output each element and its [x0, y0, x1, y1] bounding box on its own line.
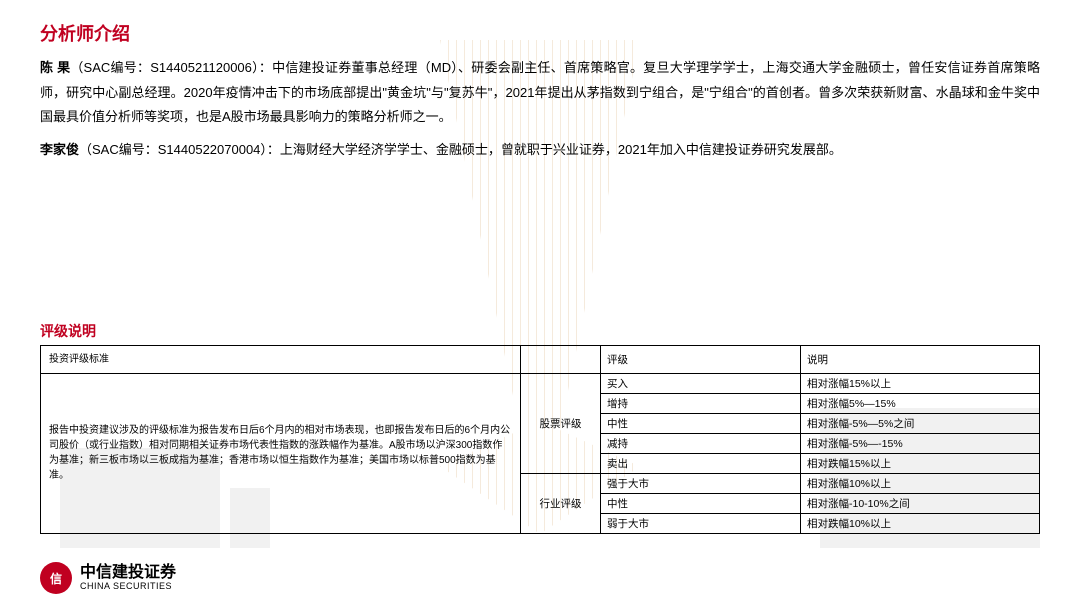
table-row: 报告中投资建议涉及的评级标准为报告发布日后6个月内的相对市场表现，也即报告发布日… — [41, 373, 1040, 393]
header-desc: 说明 — [801, 345, 1040, 373]
rating-level: 增持 — [601, 393, 801, 413]
rating-level: 中性 — [601, 413, 801, 433]
header-criteria: 投资评级标准 — [41, 345, 521, 373]
rating-desc: 相对涨幅-5%—5%之间 — [801, 413, 1040, 433]
analyst-text-2: （SAC编号：S1440522070004）：上海财经大学经济学学士、金融硕士，… — [79, 142, 842, 157]
rating-level: 强于大市 — [601, 473, 801, 493]
rating-level: 弱于大市 — [601, 513, 801, 533]
criteria-text: 报告中投资建议涉及的评级标准为报告发布日后6个月内的相对市场表现，也即报告发布日… — [41, 373, 521, 533]
rating-level: 中性 — [601, 493, 801, 513]
rating-desc: 相对涨幅-5%—-15% — [801, 433, 1040, 453]
rating-desc: 相对涨幅-10-10%之间 — [801, 493, 1040, 513]
rating-level: 减持 — [601, 433, 801, 453]
rating-table: 投资评级标准 评级 说明 报告中投资建议涉及的评级标准为报告发布日后6个月内的相… — [40, 345, 1040, 534]
analyst-bio-2: 李家俊（SAC编号：S1440522070004）：上海财经大学经济学学士、金融… — [40, 138, 1040, 163]
analyst-text-1: （SAC编号：S1440521120006）：中信建投证券董事总经理（MD）、研… — [40, 60, 1040, 124]
company-name-cn: 中信建投证券 — [80, 564, 176, 582]
rating-level: 买入 — [601, 373, 801, 393]
section-title-analysts: 分析师介绍 — [40, 20, 1040, 46]
logo-icon: 信 — [40, 562, 72, 594]
logo-text-block: 中信建投证券 CHINA SECURITIES — [80, 564, 176, 591]
table-header-row: 投资评级标准 评级 说明 — [41, 345, 1040, 373]
rating-desc: 相对跌幅15%以上 — [801, 453, 1040, 473]
rating-level: 卖出 — [601, 453, 801, 473]
rating-desc: 相对涨幅10%以上 — [801, 473, 1040, 493]
category-stock: 股票评级 — [521, 373, 601, 473]
page-content: 分析师介绍 陈 果（SAC编号：S1440521120006）：中信建投证券董事… — [0, 0, 1080, 544]
company-name-en: CHINA SECURITIES — [80, 582, 176, 592]
analyst-name-1: 陈 果 — [40, 60, 70, 75]
footer-logo: 信 中信建投证券 CHINA SECURITIES — [40, 562, 176, 594]
analyst-name-2: 李家俊 — [40, 142, 79, 157]
section-title-rating: 评级说明 — [40, 321, 1040, 341]
analyst-bio-1: 陈 果（SAC编号：S1440521120006）：中信建投证券董事总经理（MD… — [40, 56, 1040, 130]
rating-desc: 相对涨幅15%以上 — [801, 373, 1040, 393]
header-level: 评级 — [601, 345, 801, 373]
rating-desc: 相对跌幅10%以上 — [801, 513, 1040, 533]
rating-desc: 相对涨幅5%—15% — [801, 393, 1040, 413]
category-industry: 行业评级 — [521, 473, 601, 533]
